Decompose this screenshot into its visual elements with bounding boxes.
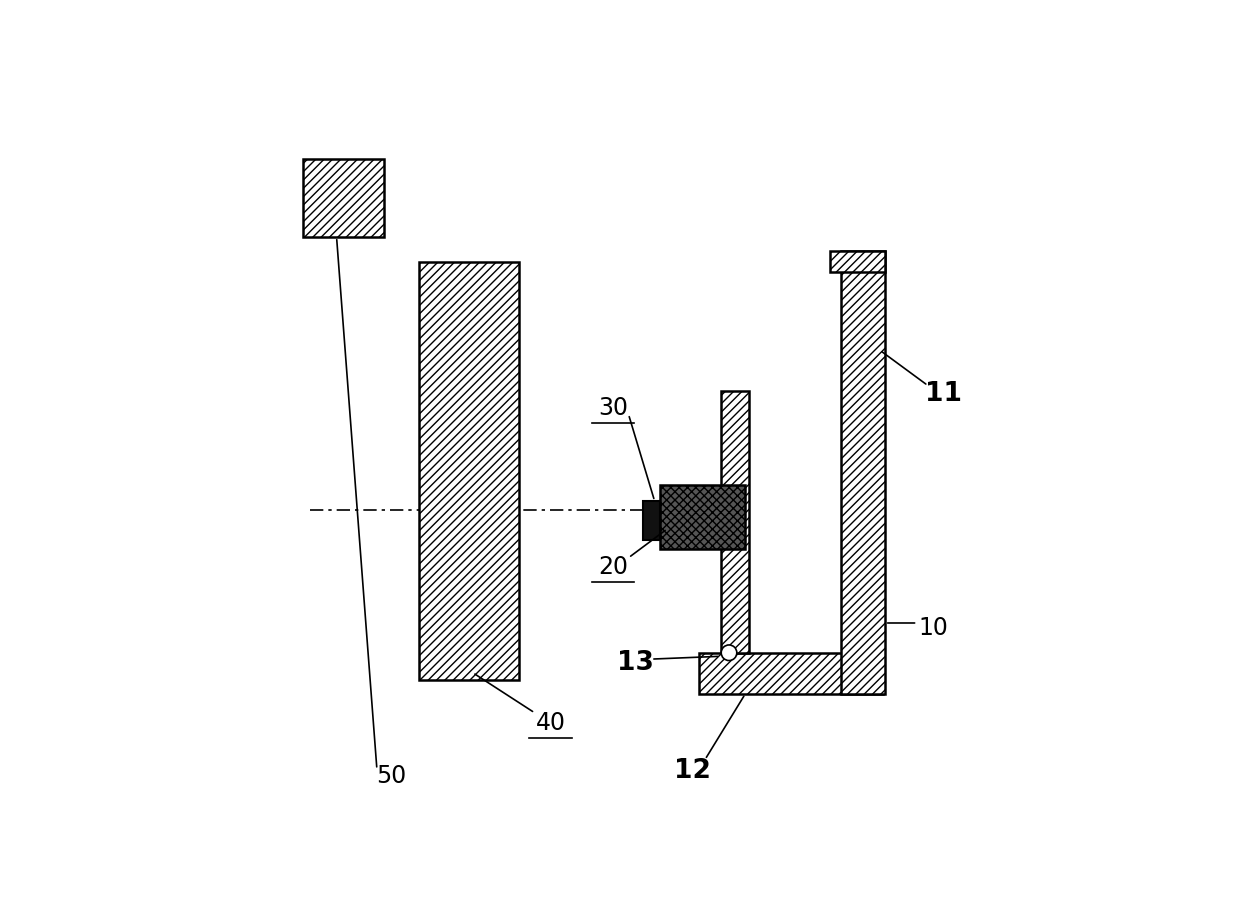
Text: 13: 13 — [618, 649, 653, 675]
Bar — [720, 391, 749, 653]
Text: 12: 12 — [673, 757, 711, 783]
Circle shape — [722, 645, 737, 661]
Bar — [419, 263, 518, 680]
Bar — [841, 252, 885, 694]
Text: 10: 10 — [918, 615, 947, 639]
Bar — [642, 502, 660, 540]
Text: 30: 30 — [598, 395, 627, 419]
Text: 20: 20 — [598, 555, 627, 579]
Bar — [660, 485, 745, 549]
Text: 40: 40 — [536, 710, 565, 734]
Bar — [303, 160, 384, 238]
Bar — [699, 653, 883, 694]
Bar — [831, 252, 885, 273]
Text: 50: 50 — [376, 764, 407, 788]
Text: 11: 11 — [925, 380, 962, 406]
